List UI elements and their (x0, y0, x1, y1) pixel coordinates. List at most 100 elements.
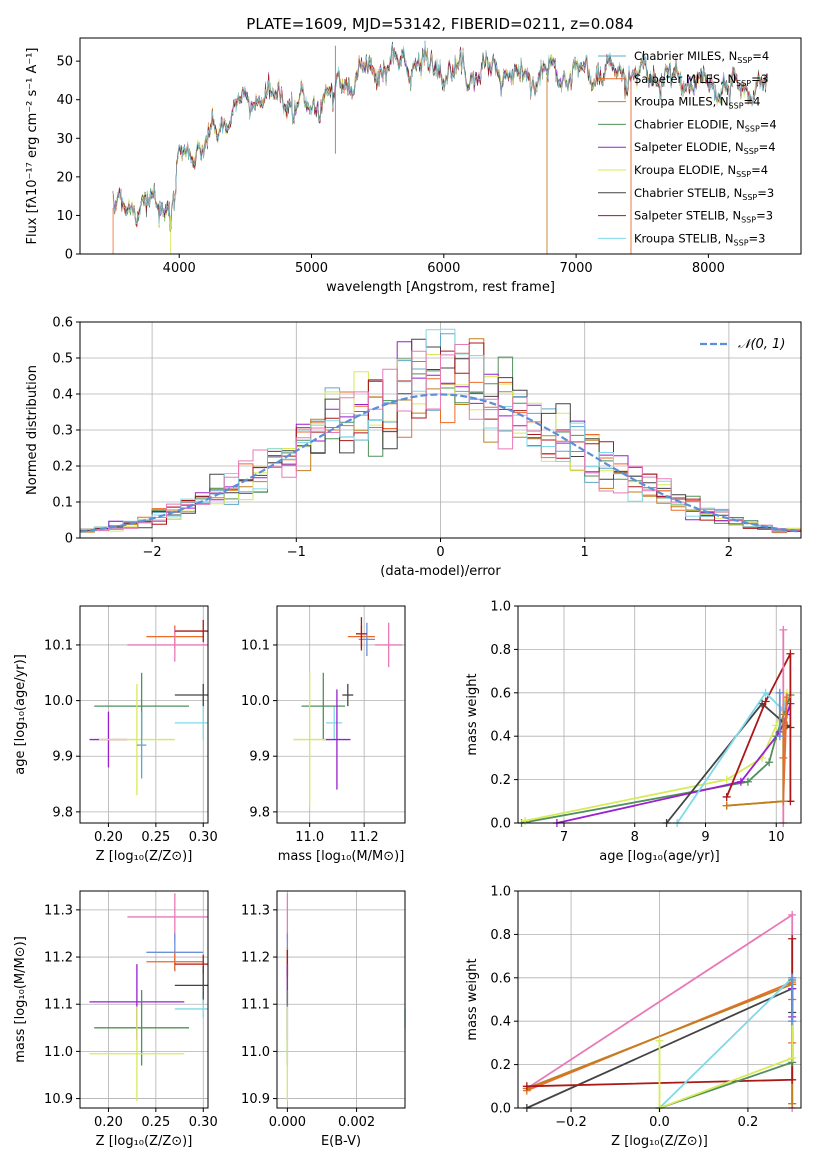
x-tick-label: 0 (436, 545, 444, 560)
weight-marker (786, 649, 795, 658)
x-tick-label: −1 (287, 545, 306, 560)
weight-marker (779, 797, 788, 806)
x-tick-label: 11.0 (295, 830, 324, 845)
legend-value: =4 (744, 95, 761, 109)
y-tick-label: 11.3 (44, 903, 73, 918)
y-tick-label: 0.6 (490, 971, 511, 986)
legend-entry: Kroupa ELODIE, NSSP=4 (634, 163, 768, 179)
weight-series-line (676, 691, 788, 824)
x-tick-label: 0.25 (141, 830, 170, 845)
y-axis-label: Normed distribution (25, 365, 40, 495)
x-tick-label: 0.2 (738, 1115, 759, 1130)
legend-subscript: SSP (741, 216, 756, 225)
y-tick-label: 0.2 (52, 460, 73, 475)
axes-frame (79, 890, 209, 1109)
x-axis-label: mass [log₁₀(M/M⊙)] (278, 849, 405, 864)
y-tick-label: 0.6 (52, 316, 73, 331)
weight-series-line (665, 702, 791, 824)
y-tick-label: 0 (65, 248, 73, 263)
x-axis-label: E(B-V) (321, 1134, 361, 1149)
axes-frame (79, 605, 209, 824)
y-tick-label: 11.3 (241, 903, 270, 918)
age-vs-metallicity-panel: 0.20 0.25 0.30 9.8 9.9 10.0 10.1 Z [log₁₀(Z/Z⊙)… (13, 605, 218, 864)
weight-marker (779, 625, 788, 634)
y-tick-label: 10.0 (241, 694, 270, 709)
y-axis-label: Flux [fλ10⁻¹⁷ erg cm⁻² s⁻¹ A⁻¹] (25, 48, 40, 245)
legend-value: =4 (760, 117, 777, 131)
y-tick-label: 11.0 (241, 1045, 270, 1060)
y-tick-label: 0.2 (490, 773, 511, 788)
axes-frame (276, 605, 406, 824)
y-tick-label: 0.0 (490, 1102, 511, 1117)
legend-entry: Salpeter MILES, NSSP=3 (634, 72, 768, 88)
y-tick-label: 20 (56, 170, 73, 185)
y-axis-label: age [log₁₀(age/yr)] (13, 654, 28, 775)
x-tick-label: 0.25 (141, 1115, 170, 1130)
y-tick-label: 0 (65, 532, 73, 547)
y-tick-label: 1.0 (490, 600, 511, 615)
x-tick-label: 8 (631, 830, 639, 845)
y-tick-label: 9.9 (249, 750, 270, 765)
weight-marker (722, 792, 731, 801)
weight-marker (786, 797, 795, 806)
legend-entry: Salpeter ELODIE, NSSP=4 (634, 140, 776, 156)
y-tick-label: 0.0 (490, 817, 511, 832)
legend-value: =4 (759, 140, 776, 154)
x-tick-label: 7 (560, 830, 568, 845)
x-tick-label: 6000 (427, 261, 460, 276)
y-tick-label: 0.4 (490, 730, 511, 745)
legend-value: =3 (757, 186, 774, 200)
x-tick-label: −2 (143, 545, 162, 560)
legend-subscript: SSP (734, 238, 749, 247)
y-tick-label: 10.9 (44, 1092, 73, 1107)
weight-vs-age-panel: 7 8 9 10 0.0 0.2 0.4 0.6 0.8 1.0 age [log₁₀(age/yr… (465, 600, 802, 864)
x-tick-label: 7000 (560, 261, 593, 276)
spectrum-series-line (112, 41, 769, 230)
x-tick-label: 10 (768, 830, 785, 845)
weight-marker (522, 1082, 531, 1091)
y-tick-label: 11.2 (241, 951, 270, 966)
legend-value: =3 (749, 231, 766, 245)
axes-frame (79, 37, 802, 255)
x-tick-label: 0.000 (269, 1115, 306, 1130)
x-tick-label: 0.20 (94, 830, 123, 845)
x-tick-label: 0.002 (338, 1115, 375, 1130)
legend-subscript: SSP (744, 147, 759, 156)
weight-marker (736, 777, 745, 786)
weight-vs-metallicity-panel: −0.2 0.0 0.2 0.0 0.2 0.4 0.6 0.8 1.0 Z [log₁₀(Z/Z… (465, 885, 802, 1149)
mass-vs-ebv-panel: 0.000 0.002 10.9 11.0 11.1 11.2 11.3 E(B-V) (241, 890, 406, 1149)
y-tick-label: 0.2 (490, 1058, 511, 1073)
weight-marker (788, 910, 797, 919)
y-tick-label: 10.0 (44, 694, 73, 709)
y-tick-label: 30 (56, 132, 73, 147)
weight-marker (788, 973, 797, 982)
y-tick-label: 0.1 (52, 496, 73, 511)
weight-series-line (556, 703, 792, 824)
weight-marker (761, 697, 770, 706)
y-tick-label: 50 (56, 55, 73, 70)
legend-value: =3 (751, 72, 768, 86)
legend-subscript: SSP (737, 56, 752, 65)
weight-marker (743, 777, 752, 786)
weight-series-line (658, 975, 794, 1109)
weight-marker (775, 688, 784, 697)
y-tick-label: 11.1 (44, 998, 73, 1013)
weight-marker (722, 775, 731, 784)
x-tick-label: 0.30 (189, 1115, 218, 1130)
x-tick-label: 4000 (163, 261, 196, 276)
weight-marker (788, 1099, 797, 1108)
legend-entry: Salpeter STELIB, NSSP=3 (634, 209, 773, 225)
x-tick-label: 8000 (692, 261, 725, 276)
x-tick-label: 2 (725, 545, 733, 560)
normal-curve (79, 393, 802, 533)
weight-marker (775, 732, 784, 741)
histogram-series (79, 328, 801, 538)
y-tick-label: 11.2 (44, 951, 73, 966)
x-axis-label: (data-model)/error (380, 564, 501, 579)
legend-entry: Chabrier ELODIE, NSSP=4 (634, 117, 777, 133)
x-tick-label: −0.2 (555, 1115, 587, 1130)
x-tick-label: 11.2 (350, 830, 379, 845)
weight-marker (788, 1017, 797, 1026)
x-axis-label: Z [log₁₀(Z/Z⊙)] (96, 1134, 193, 1149)
